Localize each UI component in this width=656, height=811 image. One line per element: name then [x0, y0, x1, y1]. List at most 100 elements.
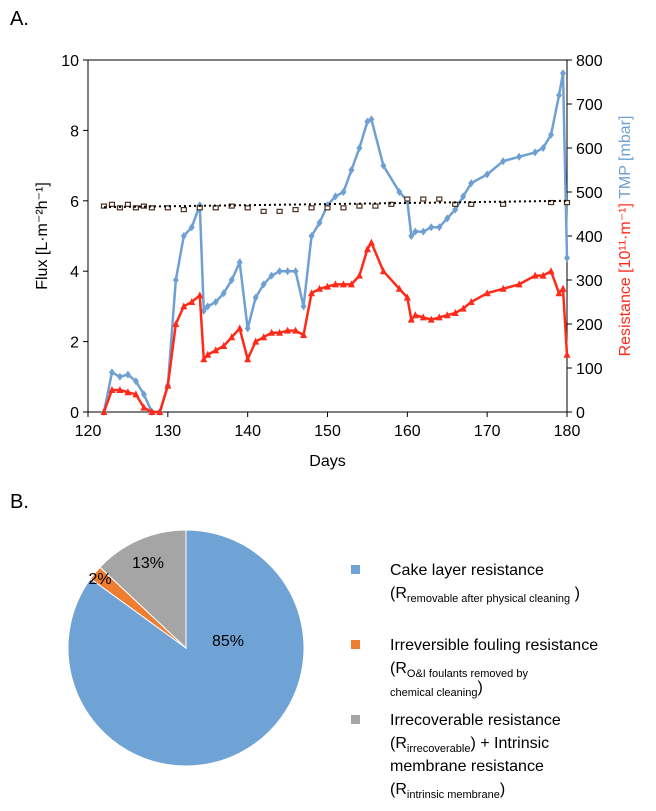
marker [260, 333, 268, 341]
legend-note: (Rremovable after physical cleaning ) [390, 585, 580, 605]
y-tick-label: 0 [70, 405, 79, 422]
marker [244, 355, 252, 363]
y-tick-label: 4 [70, 264, 79, 281]
marker [340, 205, 347, 211]
marker [148, 205, 155, 211]
marker [460, 192, 467, 201]
marker [332, 192, 339, 201]
marker [172, 276, 179, 284]
marker [140, 203, 147, 209]
legend-note-text: (R [390, 735, 407, 752]
x-tick-label: 150 [314, 423, 341, 440]
marker [467, 298, 475, 305]
marker [316, 218, 323, 227]
marker [132, 377, 139, 386]
marker [188, 223, 195, 232]
marker [368, 115, 375, 124]
marker [300, 331, 308, 338]
marker [367, 238, 375, 246]
marker [356, 144, 363, 152]
marker [212, 298, 219, 306]
marker [316, 284, 324, 292]
y2-axis-label: Resistance [10¹¹·m⁻¹] TMP [mbar] [617, 116, 634, 357]
legend-label: Cake layer resistance [390, 562, 544, 579]
marker [331, 280, 339, 288]
marker [560, 69, 567, 78]
marker [420, 227, 427, 236]
marker [268, 328, 276, 336]
marker [516, 152, 523, 161]
marker [108, 386, 116, 393]
y2-axis-label-part: Resistance [10¹¹·m⁻¹] [617, 203, 634, 356]
marker [172, 320, 180, 327]
marker [244, 324, 251, 333]
y2-tick-label: 600 [576, 141, 603, 158]
pie-slice [99, 529, 187, 650]
marker [100, 408, 108, 415]
y2-tick-label: 700 [576, 97, 603, 114]
marker [436, 196, 443, 202]
marker [140, 403, 148, 411]
marker [252, 293, 259, 302]
pie-label: 13% [132, 555, 164, 572]
marker [443, 311, 451, 319]
x-axis-label: Days [309, 453, 345, 470]
legend-label: Irrecoverable resistance [390, 712, 561, 729]
y2-tick-label: 100 [576, 361, 603, 378]
marker [200, 306, 207, 315]
marker [556, 91, 563, 100]
legend-swatch [351, 565, 360, 574]
x-tick-label: 180 [554, 423, 581, 440]
marker [515, 280, 523, 288]
marker [483, 289, 491, 297]
legend-note-text: ) [500, 781, 505, 798]
marker [532, 148, 539, 157]
marker [404, 196, 411, 202]
marker [563, 199, 571, 206]
legend-note-text: membrane resistance [390, 758, 544, 775]
marker [468, 201, 475, 207]
marker [500, 157, 507, 166]
panel-label: B. [10, 491, 29, 513]
pie-label: 85% [212, 633, 244, 650]
marker [408, 232, 415, 240]
legend-note: chemical cleaning) [390, 679, 483, 699]
marker [356, 203, 363, 209]
marker [196, 291, 204, 299]
legend-swatch [351, 715, 360, 724]
marker [548, 130, 555, 139]
marker [444, 214, 451, 223]
marker [427, 315, 435, 323]
legend-note: (Rintrinsic membrane) [390, 781, 505, 801]
y-axis-label: Flux [L·m⁻²h⁻¹] [34, 182, 51, 290]
y2-tick-label: 200 [576, 317, 603, 334]
series-line [102, 72, 569, 414]
marker [308, 205, 315, 211]
marker [164, 381, 172, 389]
marker [340, 188, 347, 196]
marker [547, 199, 555, 206]
marker [559, 284, 567, 292]
marker [180, 232, 187, 240]
marker [180, 302, 188, 310]
marker [204, 350, 212, 358]
y-tick-label: 2 [70, 335, 79, 352]
y2-tick-label: 800 [576, 53, 603, 70]
pie-label: 2% [88, 571, 111, 588]
legend-subscript: O&I foulants removed by [407, 668, 529, 680]
y2-tick-label: 300 [576, 273, 603, 290]
marker [452, 205, 459, 214]
y2-tick-label: 400 [576, 229, 603, 246]
legend-note-text: ) [570, 585, 580, 602]
y2-tick-label: 500 [576, 185, 603, 202]
legend-note: (RO&I foulants removed by [390, 660, 528, 680]
marker [308, 232, 315, 240]
legend-note-text: ) [477, 679, 482, 696]
legend-subscript: intrinsic membrane [407, 789, 500, 801]
marker [388, 201, 395, 207]
marker [355, 271, 363, 279]
legend-subscript: irrecoverable [407, 743, 471, 755]
marker [132, 390, 140, 398]
marker [563, 350, 571, 358]
marker [108, 368, 115, 377]
